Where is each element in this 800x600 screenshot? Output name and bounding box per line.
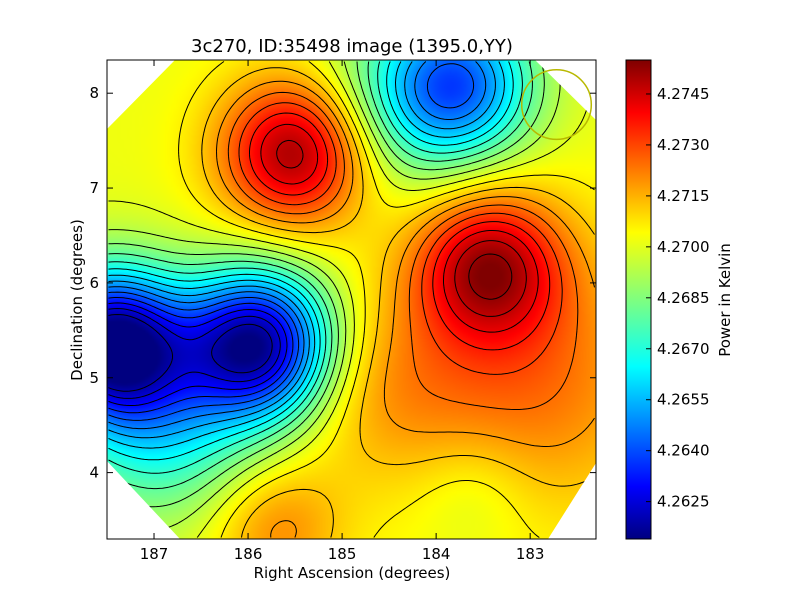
colorbar-tick-label: 4.2670 [657,340,710,358]
contour-line [108,61,505,449]
contour-line [108,61,533,490]
contour-line [260,123,539,333]
colorbar: 4.2625 4.2640 4.2655 4.2670 4.2685 4.2700 4.27… [625,59,734,540]
contour-line [178,61,595,538]
colorbar-label: Power in Kelvin [716,243,734,357]
colorbar-gradient [625,59,652,540]
y-axis: 4 5 6 7 8 [89,84,596,482]
x-axis: 187 186 185 184 183 [140,60,545,563]
plot-frame [106,59,597,540]
x-tick-label: 186 [234,545,263,563]
y-tick-label: 6 [89,274,99,292]
contour-line [108,302,288,406]
chart-title: 3c270, ID:35498 image (1395.0,YY) [191,36,513,57]
contour-line [249,112,551,351]
contour-line [108,63,475,421]
contour-line [108,61,496,439]
colorbar-tick-label: 4.2745 [657,85,710,103]
contour-line [201,67,595,538]
colorbar-ticks: 4.2625 4.2640 4.2655 4.2670 4.2685 4.2700 4.27… [646,85,710,511]
x-axis-label: Right Ascension (degrees) [254,564,451,582]
contour-line [216,80,595,538]
y-axis-label: Declination (degrees) [68,219,86,381]
y-tick-label: 5 [89,369,99,387]
colorbar-tick-label: 4.2640 [657,442,710,460]
x-tick-label: 184 [422,545,451,563]
x-tick-label: 183 [516,545,545,563]
contour-lines [108,61,595,538]
contour-line [108,61,487,430]
colorbar-tick-label: 4.2625 [657,493,710,511]
colorbar-tick-label: 4.2700 [657,238,710,256]
colorbar-tick-label: 4.2655 [657,391,710,409]
x-tick-label: 185 [328,545,357,563]
contour-line [108,61,523,474]
contour-line [227,91,579,410]
y-tick-label: 8 [89,84,99,102]
contour-line [108,314,273,392]
colorbar-tick-label: 4.2685 [657,289,710,307]
contour-line [108,61,514,461]
contour-line [108,61,545,508]
beam-circle [520,69,593,141]
contour-line [108,61,592,538]
contour-line [108,297,294,414]
plot-area [106,59,597,540]
y-tick-label: 4 [89,464,99,482]
contour-line [468,253,513,300]
heatmap-image [107,60,596,539]
contour-line [238,102,563,375]
y-tick-label: 7 [89,179,99,197]
contour-line [108,308,281,399]
contour-line [108,61,561,531]
colorbar-tick-label: 4.2715 [657,187,710,205]
x-tick-label: 187 [140,545,169,563]
colorbar-tick-label: 4.2730 [657,136,710,154]
contour-line [276,139,527,317]
